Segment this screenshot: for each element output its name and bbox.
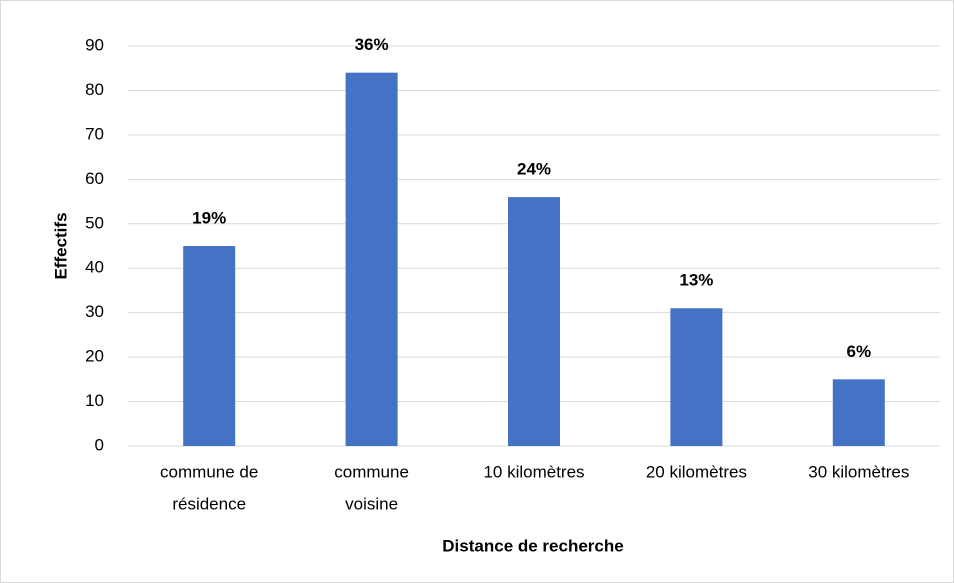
- y-tick-label: 80: [85, 80, 104, 99]
- data-label: 24%: [517, 160, 551, 179]
- y-tick-label: 70: [85, 124, 104, 143]
- x-tick-label: commune de: [160, 462, 258, 481]
- bar: [345, 72, 398, 447]
- y-tick-label: 40: [85, 258, 104, 277]
- bar: [832, 379, 885, 446]
- x-tick-label: 10 kilomètres: [483, 462, 584, 481]
- y-tick-label: 60: [85, 169, 104, 188]
- data-label: 36%: [355, 35, 389, 54]
- data-label: 19%: [192, 208, 226, 227]
- y-tick-label: 10: [85, 391, 104, 410]
- y-axis-title: Effectifs: [51, 212, 70, 279]
- y-tick-label: 30: [85, 302, 104, 321]
- bar: [670, 308, 723, 446]
- bar: [508, 197, 560, 446]
- x-tick-label: voisine: [345, 494, 398, 513]
- y-tick-label: 20: [85, 347, 104, 366]
- x-axis-title: Distance de recherche: [442, 536, 623, 555]
- bar: [183, 246, 236, 446]
- x-tick-label: commune: [334, 462, 409, 481]
- data-label: 6%: [847, 342, 872, 361]
- y-tick-label: 0: [95, 435, 104, 454]
- x-tick-label: 20 kilomètres: [646, 462, 747, 481]
- y-tick-label: 50: [85, 213, 104, 232]
- x-tick-label: 30 kilomètres: [808, 462, 909, 481]
- x-tick-label: résidence: [172, 494, 246, 513]
- data-label: 13%: [679, 271, 713, 290]
- y-tick-label: 90: [85, 35, 104, 54]
